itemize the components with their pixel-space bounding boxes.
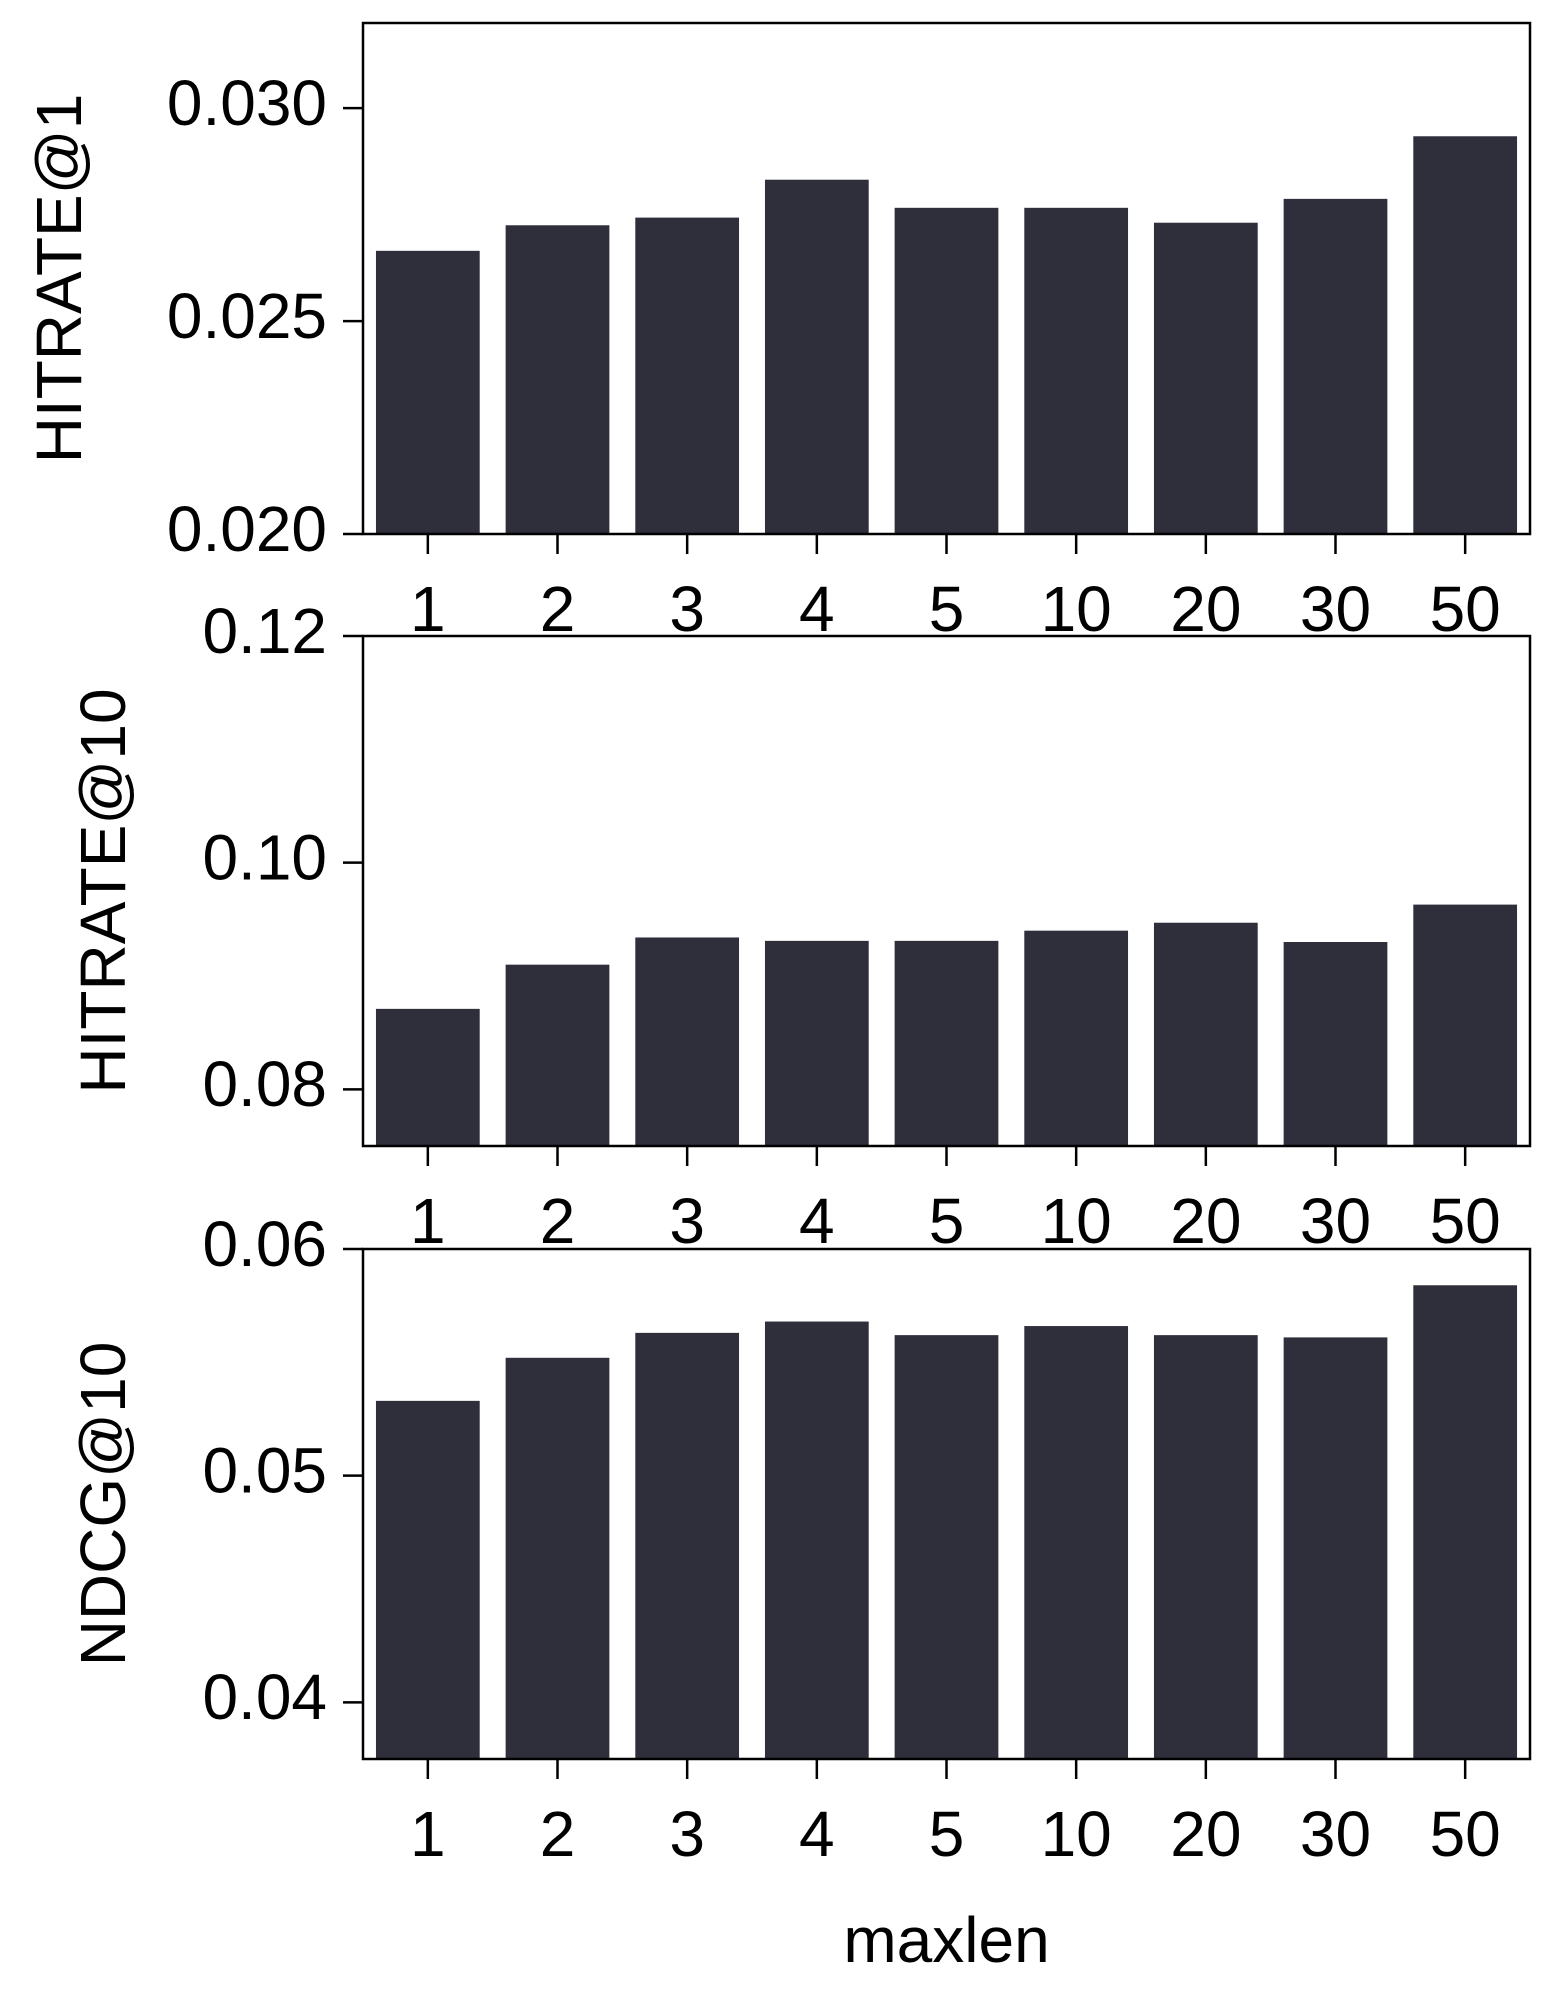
bar — [1283, 1337, 1388, 1759]
bar — [1413, 136, 1518, 534]
plot-frame — [361, 634, 1532, 1148]
x-tick-label: 5 — [929, 1185, 965, 1257]
y-tick-label: 0.04 — [202, 1661, 327, 1733]
bar — [1153, 222, 1258, 535]
x-tick-label: 3 — [669, 573, 705, 645]
bar — [1024, 207, 1129, 535]
x-tick-label: 10 — [1041, 573, 1112, 645]
x-tick-label: 50 — [1430, 573, 1501, 645]
y-tick-label: 0.08 — [202, 1048, 327, 1120]
bar — [764, 1321, 869, 1759]
bar — [894, 1335, 999, 1759]
bar — [635, 217, 740, 534]
bar — [375, 250, 480, 534]
x-tick-label: 4 — [799, 573, 835, 645]
x-tick-label: 4 — [799, 1798, 835, 1870]
y-tick-label: 0.020 — [167, 493, 327, 565]
bar — [505, 964, 610, 1146]
x-tick-label: 20 — [1170, 1798, 1241, 1870]
x-tick-label: 50 — [1430, 1185, 1501, 1257]
bar — [1283, 942, 1388, 1146]
plot-frame — [361, 1247, 1532, 1761]
bar — [635, 1332, 740, 1759]
x-tick-label: 30 — [1300, 1798, 1371, 1870]
x-tick-label: 1 — [410, 573, 446, 645]
x-tick-label: 30 — [1300, 1185, 1371, 1257]
bar — [894, 207, 999, 535]
x-tick-label: 10 — [1041, 1185, 1112, 1257]
x-tick-label: 1 — [410, 1185, 446, 1257]
bar — [764, 179, 869, 534]
x-tick-label: 1 — [410, 1798, 446, 1870]
plot-frame — [361, 21, 1532, 536]
y-tick-label: 0.025 — [167, 280, 327, 352]
x-tick-label: 2 — [540, 1798, 576, 1870]
bar — [1413, 904, 1518, 1146]
y-tick-label: 0.030 — [167, 67, 327, 139]
y-tick-label: 0.05 — [202, 1435, 327, 1507]
bar — [1413, 1285, 1518, 1759]
y-tick-label: 0.06 — [202, 1208, 327, 1280]
y-axis-label: NDCG@10 — [67, 1342, 139, 1667]
bar — [505, 225, 610, 535]
bar — [1024, 1326, 1129, 1759]
x-tick-label: 2 — [540, 1185, 576, 1257]
bar — [635, 937, 740, 1146]
x-axis-label: maxlen — [843, 1904, 1049, 1976]
x-tick-label: 20 — [1170, 573, 1241, 645]
x-tick-label: 5 — [929, 1798, 965, 1870]
x-tick-label: 3 — [669, 1185, 705, 1257]
bar — [1153, 1335, 1258, 1759]
x-tick-label: 4 — [799, 1185, 835, 1257]
bar — [1024, 930, 1129, 1146]
y-tick-label: 0.12 — [202, 595, 327, 667]
bar — [505, 1357, 610, 1759]
x-tick-label: 10 — [1041, 1798, 1112, 1870]
y-axis-label: HITRATE@1 — [23, 94, 95, 464]
x-tick-label: 5 — [929, 573, 965, 645]
bar — [1153, 922, 1258, 1146]
bar — [894, 940, 999, 1146]
bar — [375, 1008, 480, 1146]
bar — [764, 940, 869, 1146]
x-tick-label: 20 — [1170, 1185, 1241, 1257]
x-tick-label: 30 — [1300, 573, 1371, 645]
x-tick-label: 3 — [669, 1798, 705, 1870]
y-axis-label: HITRATE@10 — [67, 688, 139, 1093]
y-tick-label: 0.10 — [202, 822, 327, 894]
x-tick-label: 50 — [1430, 1798, 1501, 1870]
bar — [1283, 198, 1388, 534]
x-tick-label: 2 — [540, 573, 576, 645]
bar — [375, 1400, 480, 1759]
